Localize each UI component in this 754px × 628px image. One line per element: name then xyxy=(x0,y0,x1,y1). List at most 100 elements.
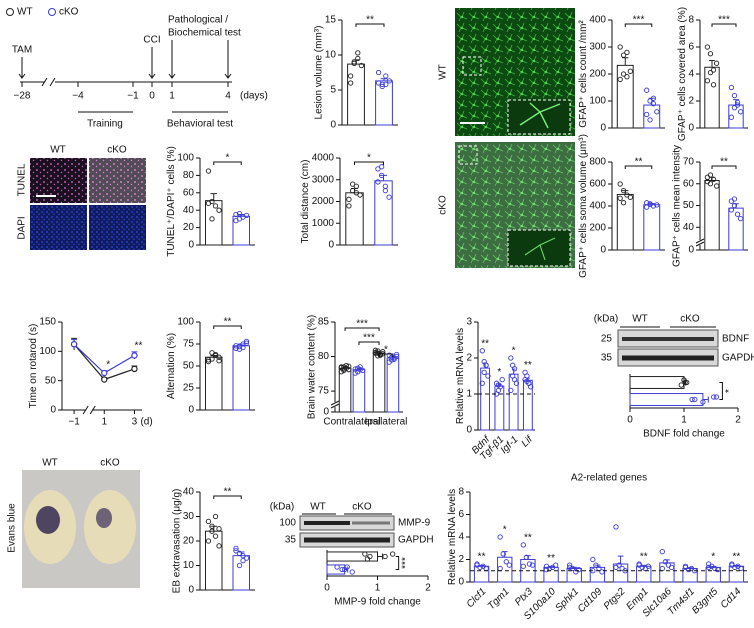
data-point xyxy=(570,565,576,572)
data-point xyxy=(728,114,735,120)
significance-label: ** xyxy=(224,487,232,498)
axis-break xyxy=(41,77,56,87)
data-point xyxy=(386,359,392,365)
data-point xyxy=(529,562,536,568)
data-point xyxy=(216,526,222,532)
bar xyxy=(704,66,720,129)
data-point xyxy=(386,194,392,200)
significance-label: ** xyxy=(481,338,489,349)
y-tick-label: 4000 xyxy=(312,153,335,164)
data-point xyxy=(553,562,559,568)
data-point xyxy=(379,81,385,88)
y-tick-label: 0 xyxy=(188,585,194,596)
data-point xyxy=(101,369,108,377)
day-label: 0 xyxy=(149,91,155,102)
data-point xyxy=(497,534,503,540)
y-tick-label: 0 xyxy=(328,240,334,251)
data-point xyxy=(346,367,352,373)
data-point xyxy=(236,211,243,217)
data-point xyxy=(617,181,623,187)
data-point xyxy=(70,341,78,348)
y-tick-label: 600 xyxy=(589,179,606,190)
x-tick-label: Sphk1 xyxy=(553,586,581,614)
significance-label: * xyxy=(226,153,230,164)
y-tick-label: 0 xyxy=(466,425,472,436)
data-point xyxy=(485,373,491,379)
significance-label: * xyxy=(724,389,735,393)
data-point xyxy=(389,551,396,557)
y-tick-label: 25 xyxy=(183,383,195,394)
y-tick-label: 4 xyxy=(458,532,464,543)
data-point xyxy=(689,396,695,403)
x-axis-label: MMP-9 fold change xyxy=(334,597,421,608)
significance-bracket xyxy=(624,23,653,27)
data-point xyxy=(647,98,653,104)
y-tick-label: 50 xyxy=(45,375,57,386)
data-point xyxy=(212,533,219,539)
y-tick-label: 150 xyxy=(39,317,56,328)
group-label: WT xyxy=(632,314,648,325)
y-tick-label: 0 xyxy=(458,577,464,588)
data-point xyxy=(654,109,660,115)
x-tick-label: Ipsilateral xyxy=(365,417,408,428)
data-point xyxy=(349,569,355,575)
data-point xyxy=(243,212,250,219)
y-tick-label: 10 xyxy=(325,50,337,61)
micrograph xyxy=(89,158,146,203)
y-tick-label: 0 xyxy=(188,405,194,416)
x-tick-label: 1 xyxy=(681,415,687,426)
y-axis-label: Brain water content (%) xyxy=(306,315,317,420)
data-point xyxy=(382,187,389,194)
significance-label: *** xyxy=(718,15,730,26)
y-axis-label: GFAP⁺ cells soma volume (μm³) xyxy=(578,134,589,278)
data-point xyxy=(349,181,356,187)
y-tick-label: 10 xyxy=(183,560,195,571)
y-tick-label: 2 xyxy=(458,554,464,565)
size-label: 25 xyxy=(601,334,613,345)
data-point xyxy=(710,67,717,73)
data-point xyxy=(650,101,657,107)
data-point xyxy=(707,172,714,178)
data-point xyxy=(682,564,689,571)
y-tick-label: 75 xyxy=(183,339,195,350)
data-point xyxy=(647,201,653,208)
data-point xyxy=(240,344,246,351)
data-point xyxy=(659,548,665,555)
error-bar xyxy=(380,78,388,81)
data-point xyxy=(131,352,138,359)
mmp9-blot: (kDa) WT cKO 100 35 MMP-9 GAPDH xyxy=(270,502,434,548)
legend-label: WT xyxy=(17,7,33,18)
chart-title: A2-related genes xyxy=(571,473,647,484)
y-tick-label: 80 xyxy=(318,351,330,362)
data-point xyxy=(624,74,630,80)
data-point xyxy=(644,204,650,210)
data-point xyxy=(508,355,514,361)
inset-marker xyxy=(462,56,482,76)
data-point xyxy=(731,92,738,99)
band-label: GAPDH xyxy=(722,353,754,364)
data-point xyxy=(576,566,582,573)
error-bar xyxy=(702,396,709,403)
data-point xyxy=(216,358,222,364)
y-tick-label: 8 xyxy=(688,15,694,26)
data-point xyxy=(355,55,361,62)
y-tick-label: 200 xyxy=(589,69,606,80)
data-point xyxy=(734,99,741,106)
data-point xyxy=(233,548,239,554)
unit-label: (kDa) xyxy=(270,502,294,513)
data-point xyxy=(728,84,735,91)
data-point xyxy=(511,366,518,372)
y-tick-label: 0 xyxy=(188,240,194,251)
error-bar xyxy=(709,60,715,68)
data-point xyxy=(209,528,215,534)
x-tick-label: 3 xyxy=(132,417,138,428)
significance-label: ** xyxy=(224,317,232,328)
error-bar xyxy=(617,555,624,564)
bar xyxy=(205,356,223,411)
data-point xyxy=(477,564,483,571)
x-tick-label: Ptgs2 xyxy=(602,586,628,612)
data-point xyxy=(712,565,718,572)
data-point xyxy=(355,50,361,56)
data-point xyxy=(627,68,633,74)
y-tick-label: 800 xyxy=(589,157,606,168)
